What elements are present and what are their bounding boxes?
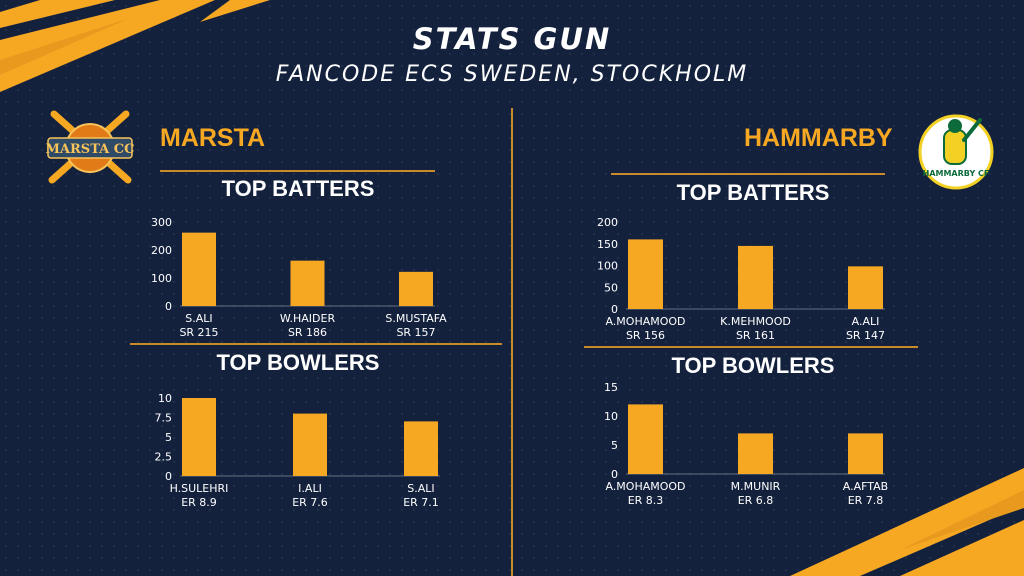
hammarby-batters-stat-label: SR 156: [626, 329, 665, 342]
hammarby-bowlers-category-label: M.MUNIR: [731, 480, 781, 493]
hammarby-batters-ytick-label: 50: [604, 281, 618, 294]
marsta-bowlers-category-label: H.SULEHRI: [170, 482, 229, 495]
hammarby-bowlers-bar: [628, 404, 663, 474]
hammarby-bowlers-stat-label: ER 6.8: [738, 494, 774, 507]
marsta-bowlers-ytick-label: 10: [158, 392, 172, 405]
marsta-batters-category-label: W.HAIDER: [280, 312, 336, 325]
marsta-bowlers-stat-label: ER 7.1: [403, 496, 439, 509]
hammarby-batters-category-label: A.ALI: [852, 315, 880, 328]
marsta-bowlers-stat-label: ER 8.9: [181, 496, 217, 509]
marsta-bowlers-stat-label: ER 7.6: [292, 496, 328, 509]
streak-top-left-2: [0, 0, 115, 28]
hammarby-batters-ytick-label: 0: [611, 303, 618, 316]
marsta-batters-bar: [182, 232, 216, 306]
marsta-batters-bar: [290, 260, 325, 306]
marsta-batters-ytick-label: 300: [151, 216, 172, 229]
marsta-batters-stat-label: SR 186: [288, 326, 327, 339]
hammarby-bowlers-ytick-label: 5: [611, 439, 618, 452]
marsta-batters-ytick-label: 200: [151, 244, 172, 257]
marsta-bowlers-title: TOP BOWLERS: [217, 350, 380, 375]
marsta-bowlers-category-label: S.ALI: [407, 482, 434, 495]
page-title: STATS GUN: [412, 22, 612, 56]
marsta-batters-title: TOP BATTERS: [222, 176, 375, 201]
streak-bottom-right-3: [900, 490, 1024, 550]
hammarby-batters-bar: [848, 266, 883, 309]
marsta-bowlers-ytick-label: 0: [165, 470, 172, 483]
marsta-batters-ytick-label: 100: [151, 272, 172, 285]
hammarby-batters-title: TOP BATTERS: [677, 180, 830, 205]
marsta-bowlers-ytick-label: 7.5: [155, 412, 173, 425]
hammarby-bowlers-bar: [848, 433, 883, 474]
hammarby-batters-ytick-label: 100: [597, 260, 618, 273]
marsta-batters-category-label: S.MUSTAFA: [385, 312, 447, 325]
marsta-bowlers-ytick-label: 2.5: [155, 451, 173, 464]
hammarby-bowlers-bar: [738, 433, 773, 474]
hammarby-logo: HAMMARBY CF: [918, 114, 994, 190]
hammarby-batters-ytick-label: 200: [597, 216, 618, 229]
hammarby-batters-category-label: K.MEHMOOD: [720, 315, 791, 328]
streak-top-left-3: [0, 18, 130, 75]
marsta-bowlers-ytick-label: 5: [165, 431, 172, 444]
hammarby-bowlers-stat-label: ER 7.8: [848, 494, 884, 507]
hammarby-batters-stat-label: SR 161: [736, 329, 775, 342]
hammarby-batters-bar: [738, 245, 773, 309]
team-name-hammarby: HAMMARBY: [744, 124, 893, 152]
marsta-batters-stat-label: SR 157: [396, 326, 435, 339]
svg-text:MARSTA CC: MARSTA CC: [46, 142, 135, 157]
marsta-batters-category-label: S.ALI: [185, 312, 212, 325]
hammarby-bowlers-category-label: A.AFTAB: [843, 480, 888, 493]
streak-bottom-right-1: [790, 468, 1024, 576]
marsta-bowlers-bar: [182, 398, 216, 476]
hammarby-bowlers-title: TOP BOWLERS: [672, 353, 835, 378]
page-subtitle: FANCODE ECS SWEDEN, STOCKHOLM: [275, 62, 749, 87]
hammarby-batters-stat-label: SR 147: [846, 329, 885, 342]
marsta-batters-stat-label: SR 215: [179, 326, 218, 339]
svg-text:HAMMARBY CF: HAMMARBY CF: [923, 169, 990, 178]
streak-top-left-1: [0, 0, 215, 92]
hammarby-bowlers-category-label: A.MOHAMOOD: [605, 480, 685, 493]
hammarby-batters-bar: [628, 239, 663, 309]
marsta-batters-ytick-label: 0: [165, 300, 172, 313]
hammarby-batters-category-label: A.MOHAMOOD: [605, 315, 685, 328]
team-name-marsta: MARSTA: [160, 124, 266, 152]
hammarby-bowlers-ytick-label: 10: [604, 410, 618, 423]
hammarby-batters-ytick-label: 150: [597, 238, 618, 251]
marsta-bowlers-bar: [293, 413, 327, 476]
hammarby-bowlers-stat-label: ER 8.3: [628, 494, 664, 507]
hammarby-bowlers-ytick-label: 0: [611, 468, 618, 481]
marsta-batters-bar: [399, 271, 433, 306]
streak-top-left-4: [200, 0, 270, 22]
marsta-bowlers-bar: [404, 421, 438, 476]
marsta-bowlers-category-label: I.ALI: [298, 482, 322, 495]
marsta-logo: MARSTA CC: [46, 110, 135, 184]
hammarby-bowlers-ytick-label: 15: [604, 381, 618, 394]
streak-bottom-right-2: [900, 520, 1024, 576]
